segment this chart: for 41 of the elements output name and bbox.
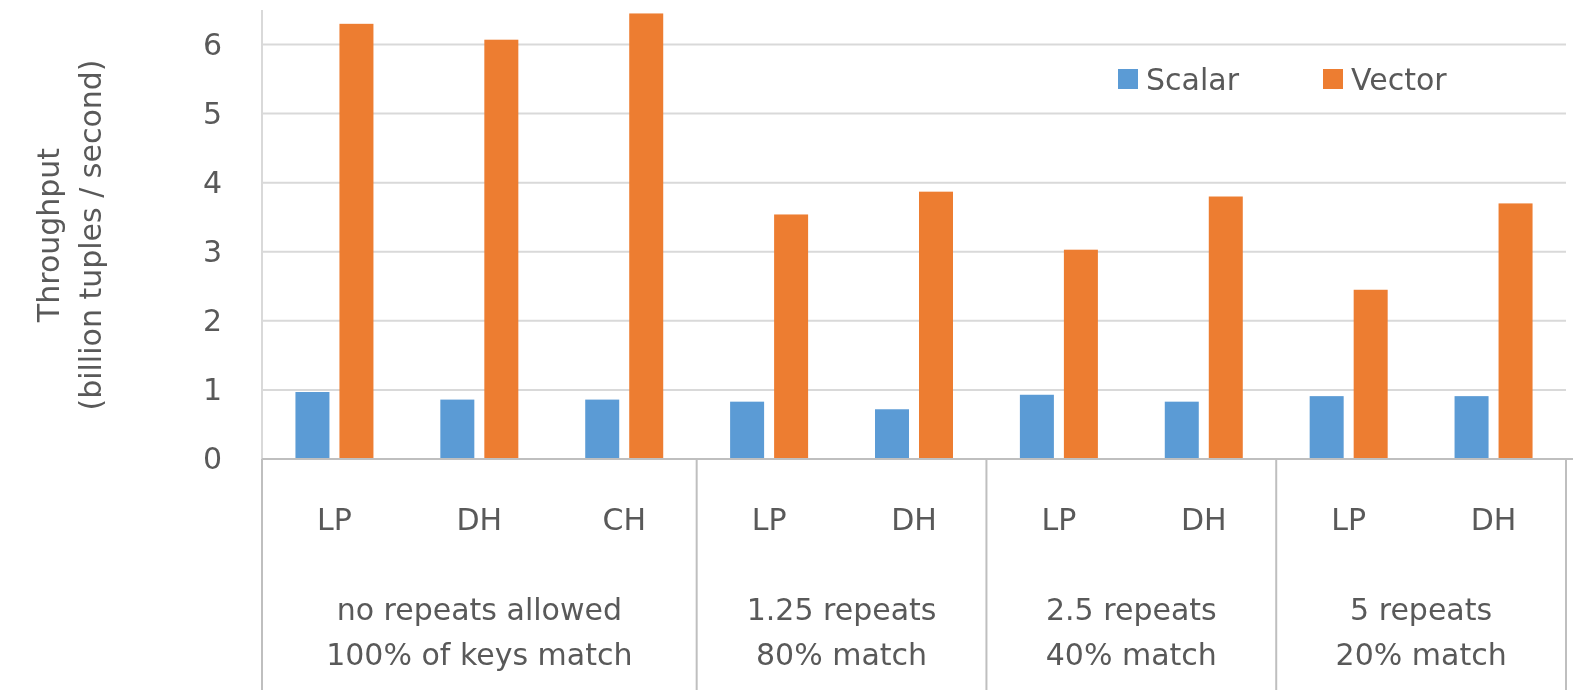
legend-label: Scalar [1146, 62, 1240, 97]
bar [629, 13, 664, 459]
bar [1164, 401, 1199, 459]
text: no repeats allowed 100% of keys match [326, 592, 633, 672]
y-tick-label: 6 [202, 26, 222, 62]
y-tick-label: 1 [202, 372, 222, 408]
x-tick-label: LP [1331, 502, 1367, 537]
bar [1353, 289, 1388, 459]
bar [1019, 394, 1054, 459]
x-tick-label: DH [891, 502, 937, 537]
y-tick-label: 4 [202, 164, 222, 200]
bar [1454, 396, 1489, 459]
y-tick-label: 5 [202, 95, 222, 131]
y-tick-label: 0 [202, 441, 222, 477]
text: 1.25 repeats 80% match [746, 592, 937, 672]
bar [295, 392, 330, 459]
bar [774, 214, 809, 459]
x-tick-label: CH [602, 502, 646, 537]
bar [585, 399, 620, 459]
bar [875, 409, 909, 459]
x-tick-label: LP [751, 502, 787, 537]
bar [1208, 196, 1243, 459]
legend-label: Vector [1351, 62, 1448, 97]
text: 2.5 repeats 40% match [1045, 592, 1217, 672]
bar [339, 23, 374, 459]
y-axis-title: Throughput (billion tuples / second) [31, 59, 108, 411]
bar [440, 399, 475, 459]
bar [919, 191, 953, 459]
bar [1063, 249, 1098, 459]
text: 5 repeats 20% match [1335, 592, 1507, 672]
x-tick-label: DH [1470, 502, 1517, 537]
bar [1309, 396, 1344, 459]
y-tick-label: 2 [202, 302, 222, 338]
x-tick-label: LP [317, 502, 352, 537]
y-tick-label: 3 [202, 233, 222, 269]
x-tick-label: DH [456, 502, 503, 537]
bar [484, 39, 519, 459]
bar [730, 401, 765, 459]
x-tick-label: LP [1041, 502, 1077, 537]
bar [1498, 203, 1533, 459]
x-tick-label: DH [1180, 502, 1227, 537]
